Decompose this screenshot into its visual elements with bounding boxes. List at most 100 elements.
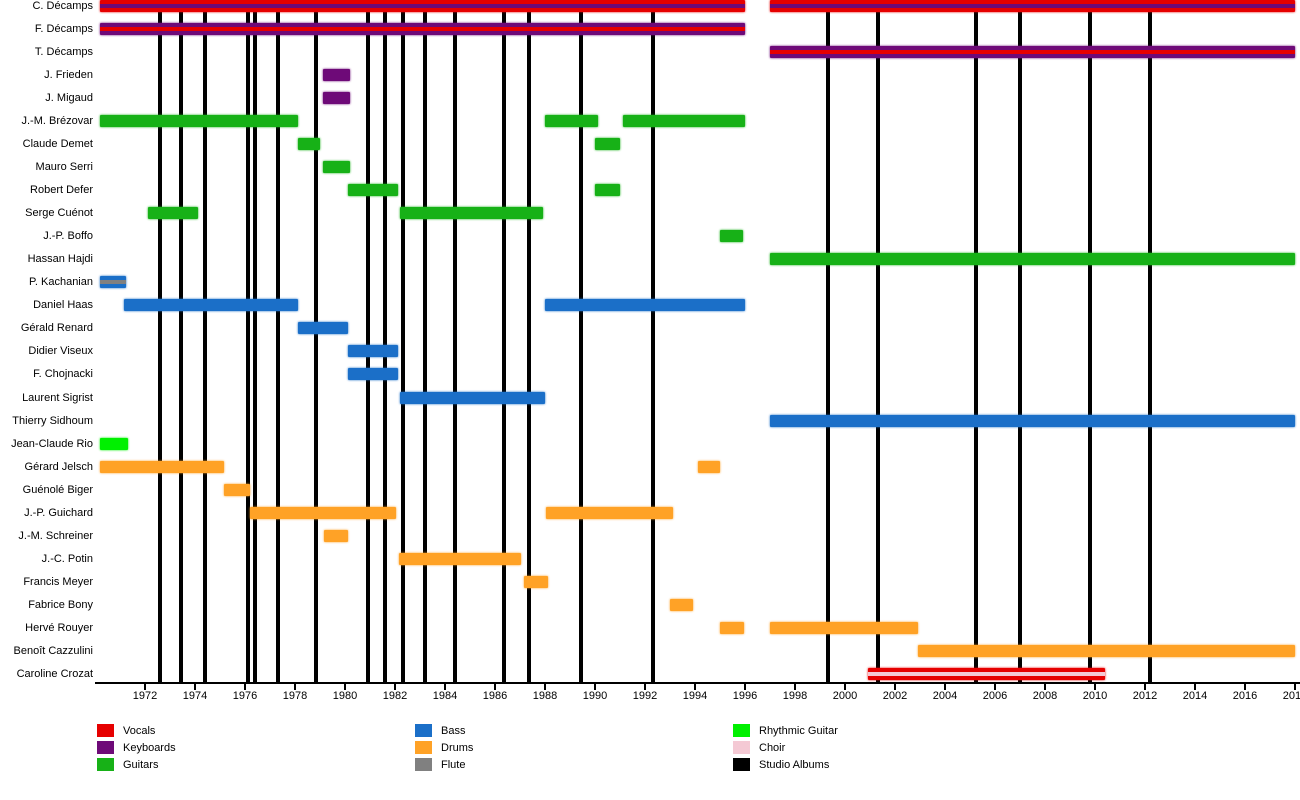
secondary-role-stripe — [100, 4, 745, 8]
x-axis-tick-label: 1996 — [732, 690, 758, 702]
legend-label: Bass — [441, 725, 466, 737]
legend-swatch-drums — [415, 741, 432, 754]
legend-swatch-guitars — [97, 758, 114, 771]
member-label: Daniel Haas — [33, 299, 93, 312]
x-axis-tick-label: 1986 — [482, 690, 508, 702]
x-axis-tick — [644, 684, 646, 690]
secondary-role-stripe — [867, 671, 1105, 676]
x-axis-tick-label: 2012 — [1132, 690, 1158, 702]
legend-swatch-studio-albums — [733, 758, 750, 771]
member-label: J.-C. Potin — [41, 552, 93, 565]
legend-swatch-vocals — [97, 724, 114, 737]
studio-album-line — [1088, 0, 1092, 682]
member-tenure-bar — [250, 506, 397, 519]
member-tenure-bar — [867, 667, 1105, 680]
studio-album-line — [974, 0, 979, 682]
x-axis-tick — [1244, 684, 1246, 690]
member-label: C. Décamps — [32, 0, 93, 12]
studio-album-line — [158, 0, 162, 682]
member-label: P. Kachanian — [28, 276, 93, 289]
member-tenure-bar — [347, 345, 398, 358]
x-axis-tick — [1294, 684, 1296, 690]
member-tenure-bar — [400, 207, 543, 220]
studio-album-line — [179, 0, 184, 682]
x-axis-tick — [1144, 684, 1146, 690]
x-axis-tick — [494, 684, 496, 690]
x-axis-tick-label: 1978 — [282, 690, 308, 702]
x-axis-tick — [894, 684, 896, 690]
member-label: Benoît Cazzulini — [13, 644, 94, 657]
x-axis-tick-label: 2000 — [832, 690, 858, 702]
x-axis-tick-label: 2004 — [932, 690, 958, 702]
member-label: F. Chojnacki — [33, 368, 93, 381]
member-label: Guénolé Biger — [22, 483, 93, 496]
legend-label: Choir — [759, 742, 786, 754]
member-tenure-bar — [545, 299, 745, 312]
member-tenure-bar — [545, 115, 598, 128]
legend-label: Vocals — [123, 725, 156, 737]
legend-swatch-flute — [415, 758, 432, 771]
x-axis-tick-label: 1988 — [532, 690, 558, 702]
member-tenure-bar — [347, 368, 398, 381]
x-axis — [95, 682, 1300, 684]
x-axis-tick — [944, 684, 946, 690]
member-tenure-bar — [622, 115, 745, 128]
member-label: Hervé Rouyer — [25, 621, 93, 634]
member-tenure-bar — [100, 115, 298, 128]
secondary-role-stripe — [770, 4, 1295, 8]
x-axis-tick — [594, 684, 596, 690]
x-axis-tick — [344, 684, 346, 690]
member-label: Robert Defer — [30, 184, 93, 197]
member-tenure-bar — [322, 92, 350, 105]
x-axis-tick-label: 1992 — [632, 690, 658, 702]
member-tenure-bar — [398, 552, 522, 565]
member-tenure-bar — [223, 483, 250, 496]
member-tenure-bar — [720, 230, 743, 243]
member-label: Caroline Crozat — [16, 667, 93, 680]
member-tenure-bar — [697, 460, 720, 473]
member-tenure-bar — [400, 391, 545, 404]
studio-album-line — [253, 0, 257, 682]
x-axis-tick — [794, 684, 796, 690]
member-tenure-bar — [770, 621, 918, 634]
member-tenure-bar — [147, 207, 198, 220]
member-label: Claude Demet — [22, 138, 93, 151]
member-label: Hassan Hajdi — [27, 253, 93, 266]
legend-swatch-bass — [415, 724, 432, 737]
studio-album-line — [400, 0, 405, 682]
x-axis-tick — [844, 684, 846, 690]
member-tenure-bar — [720, 621, 744, 634]
member-label: Mauro Serri — [35, 161, 93, 174]
member-tenure-bar — [100, 437, 128, 450]
member-label: Serge Cuénot — [25, 207, 93, 220]
secondary-role-stripe — [770, 50, 1295, 55]
x-axis-tick-label: 2018 — [1282, 690, 1300, 702]
member-tenure-bar — [670, 598, 693, 611]
studio-album-line — [453, 0, 457, 682]
legend-swatch-choir — [733, 741, 750, 754]
x-axis-tick — [1094, 684, 1096, 690]
member-label: J.-P. Boffo — [43, 230, 93, 243]
member-label: Francis Meyer — [23, 575, 93, 588]
member-label: Thierry Sidhoum — [12, 414, 93, 427]
member-label: Gérald Renard — [20, 322, 93, 335]
x-axis-tick-label: 2006 — [982, 690, 1008, 702]
x-axis-tick-label: 2016 — [1232, 690, 1258, 702]
x-axis-tick-label: 1972 — [132, 690, 158, 702]
member-tenure-bar — [770, 46, 1295, 59]
x-axis-tick — [244, 684, 246, 690]
member-tenure-bar — [322, 161, 350, 174]
x-axis-tick-label: 1976 — [232, 690, 258, 702]
x-axis-tick — [144, 684, 146, 690]
studio-album-line — [579, 0, 584, 682]
x-axis-tick-label: 1974 — [182, 690, 208, 702]
x-axis-tick — [294, 684, 296, 690]
member-tenure-bar — [770, 253, 1295, 266]
studio-album-line — [314, 0, 319, 682]
member-label: J.-M. Schreiner — [18, 529, 93, 542]
legend-label: Drums — [441, 742, 474, 754]
x-axis-tick — [994, 684, 996, 690]
member-label: J.-P. Guichard — [24, 506, 93, 519]
legend-label: Flute — [441, 759, 466, 771]
